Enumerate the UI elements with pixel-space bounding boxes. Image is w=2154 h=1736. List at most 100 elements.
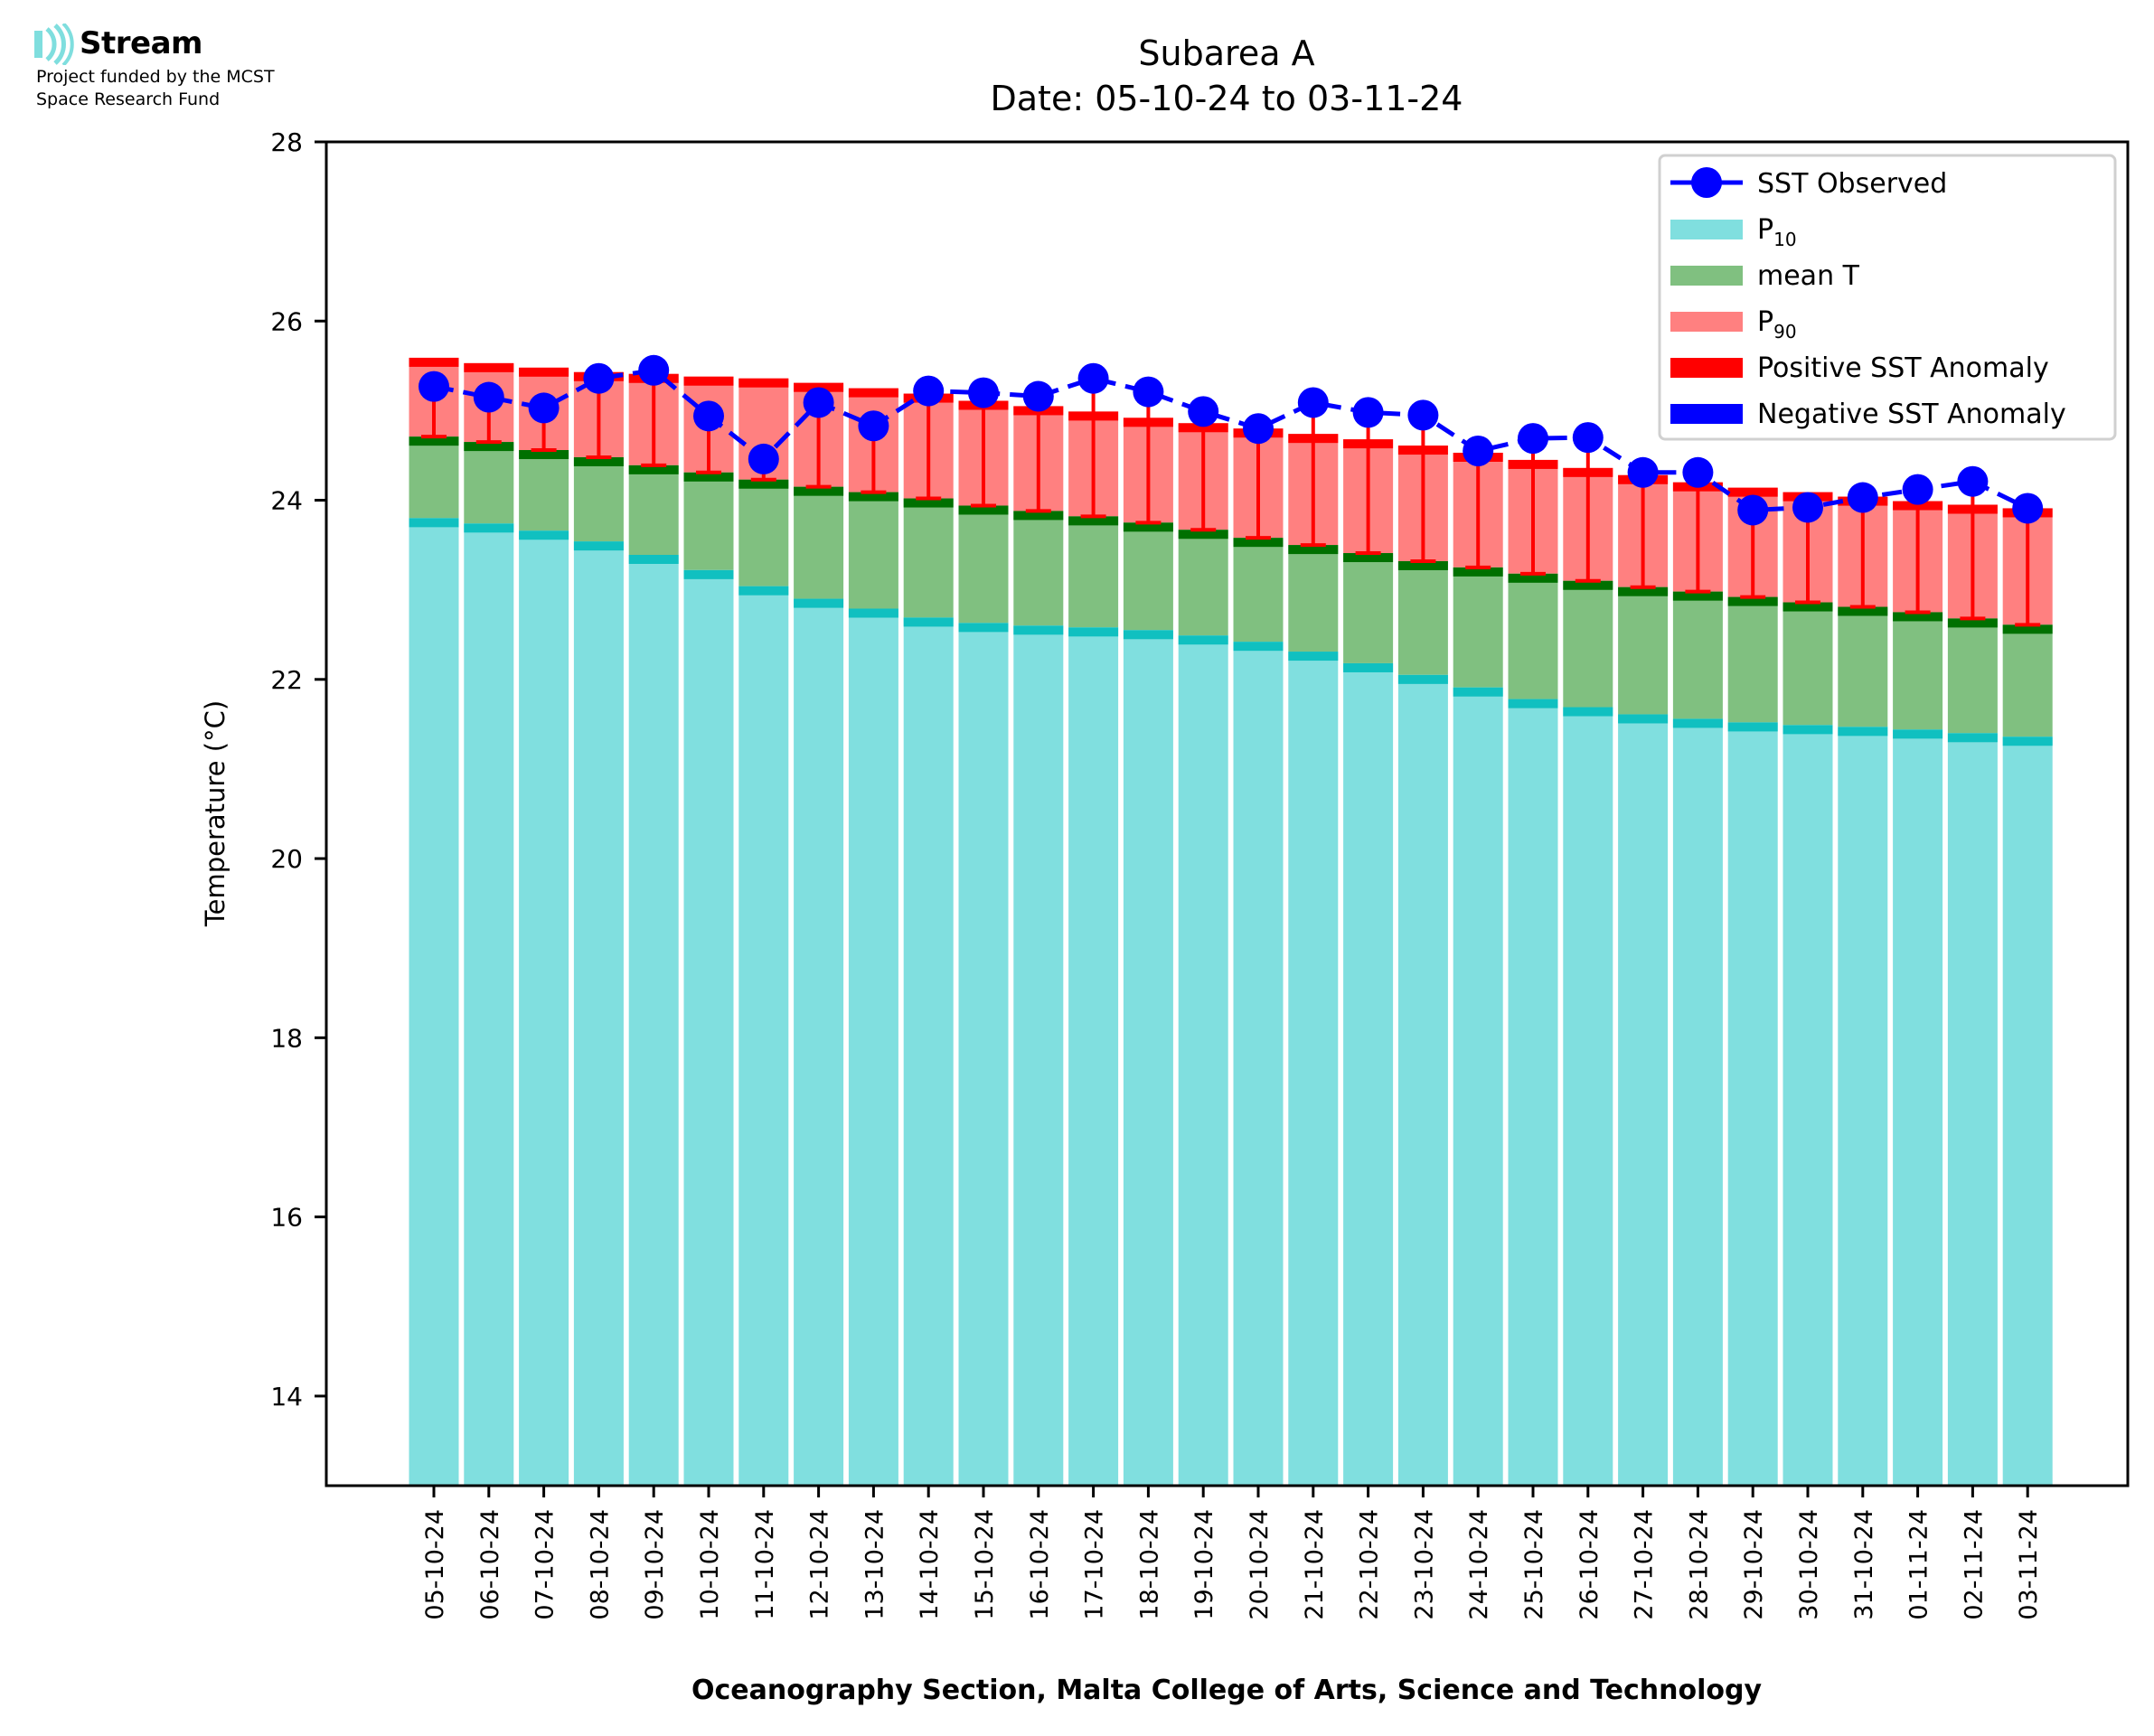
bar-p10-edge — [1727, 722, 1778, 732]
sst-observed-point — [1957, 465, 1989, 497]
bar-mean — [1672, 591, 1723, 719]
bar-p10 — [1727, 722, 1778, 1486]
x-axis-label: Oceanography Section, Malta College of A… — [691, 1675, 1763, 1706]
x-tick-label: 21-10-24 — [1301, 1509, 1329, 1620]
bar-mean — [683, 472, 734, 570]
bar-p10 — [409, 518, 459, 1486]
bar-p10-edge — [1233, 642, 1284, 652]
bar-p90-edge — [519, 367, 569, 377]
plot-area — [409, 354, 2053, 1486]
x-tick-label: 07-10-24 — [531, 1509, 560, 1620]
sst-observed-point — [1077, 362, 1109, 394]
sst-observed-point — [1627, 456, 1659, 488]
bar-p10-edge — [1893, 729, 1943, 739]
x-tick-label: 02-11-24 — [1960, 1509, 1988, 1620]
x-tick-label: 12-10-24 — [806, 1509, 834, 1620]
bar-mean — [1563, 580, 1613, 708]
x-tick-label: 09-10-24 — [641, 1509, 669, 1620]
chart-subtitle: Date: 05-10-24 to 03-11-24 — [991, 79, 1463, 118]
bar-mean-edge — [1618, 586, 1669, 596]
bar-p10-edge — [1013, 625, 1064, 635]
bar-p10-edge — [409, 518, 459, 528]
bar-mean-edge — [738, 479, 789, 489]
bar-p10 — [1838, 727, 1888, 1486]
bar-mean-edge — [1838, 606, 1888, 616]
bar-mean — [794, 486, 844, 599]
x-tick-label: 22-10-24 — [1356, 1509, 1384, 1620]
bar-mean-edge — [1343, 553, 1394, 563]
x-tick-label: 28-10-24 — [1685, 1509, 1713, 1620]
plot-frame — [325, 140, 2130, 1487]
bar-mean — [1123, 522, 1173, 631]
legend-swatch-p90 — [1670, 312, 1743, 332]
bar-mean — [903, 498, 954, 618]
sst-observed-point — [1463, 436, 1494, 467]
bar-mean-edge — [848, 492, 898, 502]
sst-observed-point — [1572, 422, 1604, 454]
x-tick-label: 14-10-24 — [916, 1509, 944, 1620]
bar-p10-edge — [1343, 662, 1394, 672]
stream-signal-icon — [34, 23, 74, 65]
bar-p90-edge — [683, 376, 734, 386]
y-tick-label: 20 — [270, 844, 303, 874]
bar-p10 — [1453, 687, 1503, 1486]
sst-observed-point — [528, 392, 560, 424]
bar-mean-edge — [464, 442, 514, 452]
bar-p10 — [1123, 630, 1173, 1486]
bar-mean — [464, 442, 514, 524]
bar-mean-edge — [794, 486, 844, 496]
sst-observed-point — [1737, 494, 1769, 526]
bar-mean — [409, 436, 459, 519]
bar-p10-edge — [1397, 674, 1448, 684]
bar-mean — [848, 492, 898, 609]
bar-p10 — [1672, 718, 1723, 1486]
bar-mean — [958, 505, 1009, 624]
x-tick-label: 29-10-24 — [1740, 1509, 1768, 1620]
x-axis: 05-10-24 06-10-24 07-10-24 08-10-24 09-10-24… — [421, 1486, 2043, 1620]
x-tick-label: 18-10-24 — [1135, 1509, 1163, 1620]
bar-p10 — [903, 617, 954, 1486]
y-tick-label: 18 — [270, 1023, 303, 1053]
logo-name: Stream — [80, 25, 202, 61]
bar-p10-edge — [1782, 725, 1833, 735]
bar-p10 — [1068, 627, 1119, 1486]
bar-mean-edge — [958, 505, 1009, 515]
y-tick-label: 16 — [270, 1203, 303, 1233]
legend-label: Positive SST Anomaly — [1757, 352, 2049, 384]
bar-p10 — [738, 586, 789, 1486]
bar-p10-edge — [1672, 718, 1723, 728]
bar-p10 — [1508, 699, 1558, 1486]
y-tick-label: 28 — [270, 127, 303, 157]
bar-mean-edge — [1453, 567, 1503, 577]
bar-mean — [573, 456, 624, 542]
bar-p10-edge — [794, 598, 844, 608]
bar-p10-edge — [1178, 635, 1228, 645]
bar-p10-edge — [1947, 733, 1998, 743]
bar-p10-edge — [1123, 630, 1173, 640]
bar-mean-edge — [628, 464, 679, 474]
sst-observed-point — [1407, 399, 1439, 431]
bar-mean-edge — [1947, 618, 1998, 628]
bar-mean — [1893, 612, 1943, 730]
sst-observed-point — [1847, 482, 1878, 513]
legend-label: mean T — [1757, 260, 1860, 292]
bar-mean-edge — [1672, 591, 1723, 601]
sst-observed-point — [473, 381, 504, 413]
y-tick-label: 24 — [270, 486, 303, 516]
bar-mean-edge — [903, 498, 954, 508]
legend-swatch-positive_anomaly — [1670, 358, 1743, 378]
bar-mean — [1068, 516, 1119, 628]
sst-observed-point — [2012, 493, 2044, 524]
sst-observed-point — [803, 387, 834, 418]
y-tick-label: 14 — [270, 1382, 303, 1412]
x-tick-label: 20-10-24 — [1246, 1509, 1274, 1620]
sst-observed-point — [419, 371, 449, 402]
legend-item-mean: mean T — [1670, 260, 1860, 292]
bar-p10-edge — [683, 569, 734, 579]
sst-observed-point — [638, 354, 670, 386]
bar-mean — [1288, 545, 1339, 652]
bar-p10-edge — [1068, 627, 1119, 637]
bar-p10-edge — [958, 623, 1009, 633]
bar-mean — [1508, 573, 1558, 699]
